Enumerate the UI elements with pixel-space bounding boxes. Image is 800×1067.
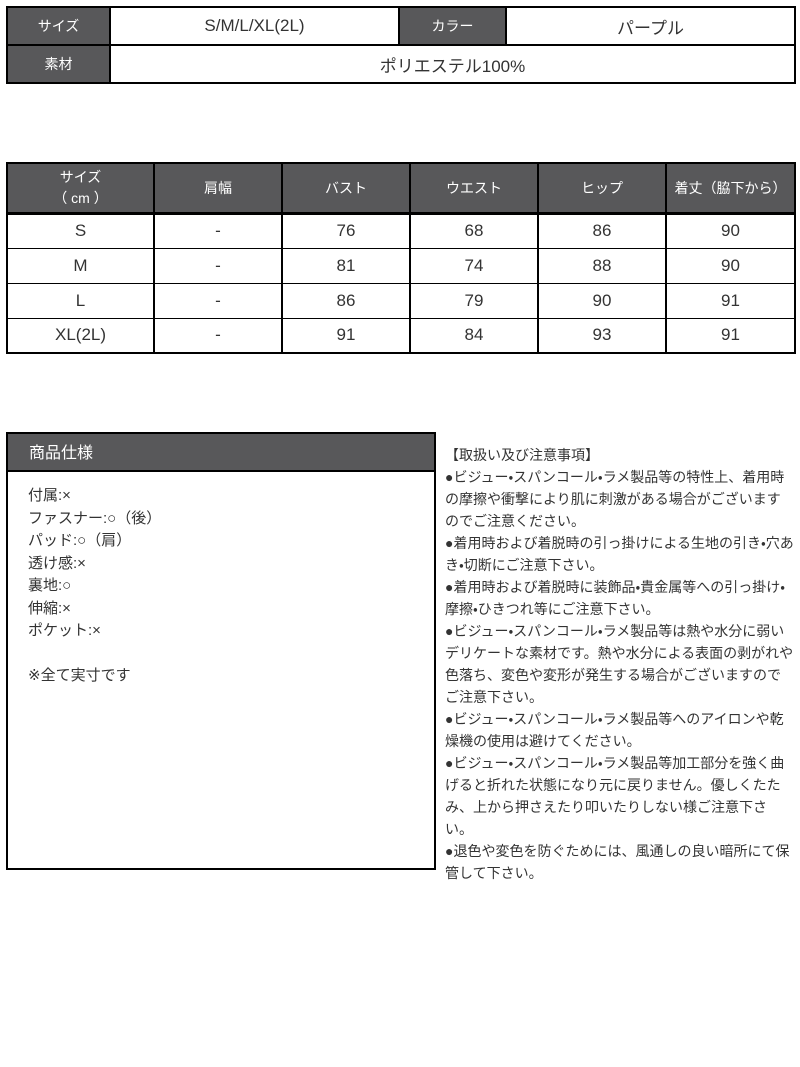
length-cell: 90 <box>665 247 796 284</box>
care-note-item: ●退色や変色を防ぐためには、風通しの良い暗所にて保管して下さい。 <box>445 843 790 881</box>
bust-cell: 91 <box>281 317 411 354</box>
shoulder-header-cell: 肩幅 <box>153 162 283 215</box>
bust-header-cell: バスト <box>281 162 411 215</box>
product-info-table: サイズ S/M/L/XL(2L) カラー パープル 素材 ポリエステル100% <box>6 6 796 84</box>
size-name-cell: XL(2L) <box>6 317 155 354</box>
size-name-cell: S <box>6 212 155 249</box>
product-spec-page: サイズ S/M/L/XL(2L) カラー パープル 素材 ポリエステル100% … <box>6 6 796 884</box>
waist-cell: 84 <box>409 317 539 354</box>
spec-item-sheerness: 透け感:× <box>28 554 86 572</box>
length-header-cell: 着丈（脇下から） <box>665 162 796 215</box>
care-note-item: ●ビジュー・スパンコール・ラメ製品等加工部分を強く曲げると折れた状態になり元に戻… <box>445 755 785 837</box>
shoulder-cell: - <box>153 247 283 284</box>
size-row-s: S - 76 68 86 90 <box>6 212 796 249</box>
length-cell: 91 <box>665 317 796 354</box>
shoulder-cell: - <box>153 317 283 354</box>
size-row-l: L - 86 79 90 91 <box>6 282 796 319</box>
hip-header-cell: ヒップ <box>537 162 667 215</box>
waist-header-cell: ウエスト <box>409 162 539 215</box>
color-label-cell: カラー <box>398 6 507 46</box>
size-label-cell: サイズ <box>6 6 111 46</box>
size-value-cell: S/M/L/XL(2L) <box>109 6 400 46</box>
care-note-item: ●ビジュー・スパンコール・ラメ製品等は熱や水分に弱いデリケートな素材です。熱や水… <box>445 623 794 705</box>
size-row-xl2l: XL(2L) - 91 84 93 91 <box>6 317 796 354</box>
info-row-size-color: サイズ S/M/L/XL(2L) カラー パープル <box>6 6 796 46</box>
bottom-section: 商品仕様 付属:× ファスナー:○（後） パッド:○（肩） 透け感:× 裏地:○… <box>6 432 794 884</box>
hip-cell: 88 <box>537 247 667 284</box>
care-note-item: ●ビジュー・スパンコール・ラメ製品等の特性上、着用時の摩擦や衝撃により肌に刺激が… <box>445 469 785 529</box>
material-label-cell: 素材 <box>6 44 111 84</box>
spec-item-pocket: ポケット:× <box>28 622 101 639</box>
hip-cell: 90 <box>537 282 667 319</box>
shoulder-cell: - <box>153 282 283 319</box>
waist-cell: 79 <box>409 282 539 319</box>
care-notes: 【取扱い及び注意事項】 ●ビジュー・スパンコール・ラメ製品等の特性上、着用時の摩… <box>445 432 794 884</box>
spec-item-fastener: ファスナー:○（後） <box>28 509 162 527</box>
spec-item-accessory: 付属:× <box>28 487 71 504</box>
info-row-material: 素材 ポリエステル100% <box>6 44 796 84</box>
size-header-line2: （ cm ） <box>53 189 108 206</box>
spec-box-title: 商品仕様 <box>8 434 434 472</box>
size-cm-header-cell: サイズ （ cm ） <box>6 162 155 215</box>
spec-item-lining: 裏地:○ <box>28 577 72 594</box>
size-name-cell: L <box>6 282 155 319</box>
spec-measurement-note: ※全て実寸です <box>28 666 131 684</box>
shoulder-cell: - <box>153 212 283 249</box>
waist-cell: 74 <box>409 247 539 284</box>
care-note-item: ●着用時および着脱時の引っ掛けによる生地の引き・穴あき・切断にご注意下さい。 <box>445 535 794 573</box>
length-cell: 91 <box>665 282 796 319</box>
length-cell: 90 <box>665 212 796 249</box>
hip-cell: 86 <box>537 212 667 249</box>
size-measurement-table: サイズ （ cm ） 肩幅 バスト ウエスト ヒップ 着丈（脇下から） S - … <box>6 162 796 354</box>
waist-cell: 68 <box>409 212 539 249</box>
size-header-line1: サイズ <box>59 169 102 186</box>
product-spec-box: 商品仕様 付属:× ファスナー:○（後） パッド:○（肩） 透け感:× 裏地:○… <box>6 432 436 870</box>
size-name-cell: M <box>6 247 155 284</box>
care-notes-title: 【取扱い及び注意事項】 <box>445 447 599 463</box>
color-value-cell: パープル <box>505 6 796 46</box>
spec-item-pad: パッド:○（肩） <box>28 532 132 549</box>
spec-item-stretch: 伸縮:× <box>28 599 71 617</box>
care-note-item: ●ビジュー・スパンコール・ラメ製品等へのアイロンや乾燥機の使用は避けてください。 <box>445 711 784 749</box>
care-note-item: ●着用時および着脱時に装飾品・貴金属等への引っ掛け・摩擦・ひきつれ等にご注意下さ… <box>445 579 785 617</box>
hip-cell: 93 <box>537 317 667 354</box>
size-table-header-row: サイズ （ cm ） 肩幅 バスト ウエスト ヒップ 着丈（脇下から） <box>6 162 796 215</box>
size-row-m: M - 81 74 88 90 <box>6 247 796 284</box>
bust-cell: 86 <box>281 282 411 319</box>
spec-box-body: 付属:× ファスナー:○（後） パッド:○（肩） 透け感:× 裏地:○ 伸縮:×… <box>8 472 434 868</box>
bust-cell: 81 <box>281 247 411 284</box>
material-value-cell: ポリエステル100% <box>109 44 796 84</box>
bust-cell: 76 <box>281 212 411 249</box>
